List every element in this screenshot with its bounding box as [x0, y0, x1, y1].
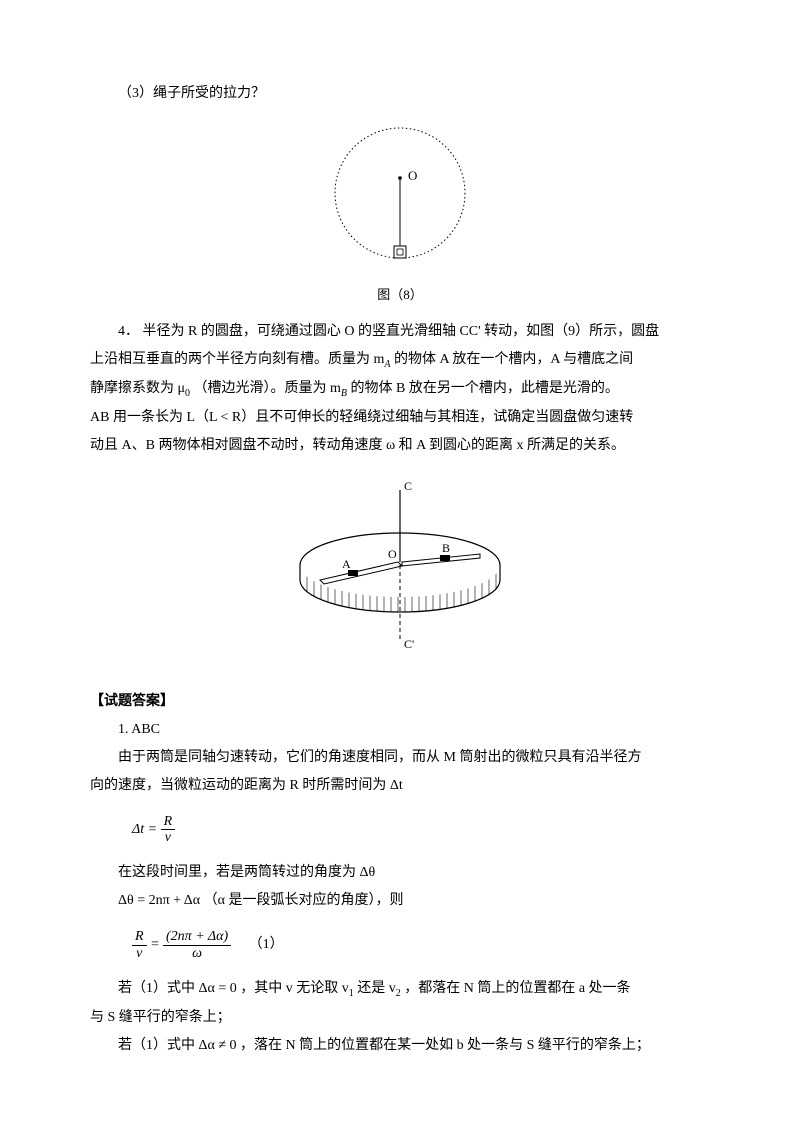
answers-head: 【试题答案】 — [90, 688, 710, 716]
a1-p3: Δθ = 2nπ + Δα （α 是一段弧长对应的角度），则 — [90, 887, 710, 915]
a1-p4: 若（1）式中 Δα = 0 ，其中 v 无论取 v1 还是 v2 ，都落在 N … — [90, 975, 710, 1004]
label-A9: A — [342, 557, 351, 571]
q4-l3a: 静摩擦系数为 μ — [90, 381, 185, 396]
figure-8: O 图（8） — [90, 118, 710, 308]
eq2-rden: ω — [163, 945, 231, 961]
label-C: C — [404, 479, 412, 493]
eq2-lnum: R — [132, 929, 147, 944]
q4-l3: 静摩擦系数为 μ0 （槽边光滑）。质量为 mB 的物体 B 放在另一个槽内，此槽… — [90, 375, 710, 404]
a1-p2: 在这段时间里，若是两筒转过的角度为 Δθ — [90, 859, 710, 887]
a1-eq1: Δt = R v — [132, 814, 710, 846]
q4-l4: AB 用一条长为 L（L < R）且不可伸长的轻绳绕过细轴与其相连，试确定当圆盘… — [90, 404, 710, 432]
a1-p1b: 向的速度，当微粒运动的距离为 R 时所需时间为 Δt — [90, 772, 710, 800]
a1-eq2: R v = (2nπ + Δα) ω （1） — [132, 929, 710, 961]
eq1-lhs: Δt = — [132, 822, 157, 837]
label-Cp: C' — [404, 637, 414, 651]
sub-mu0: 0 — [185, 388, 190, 399]
a1-p4c: ，都落在 N 筒上的位置都在 a 处一条 — [401, 981, 631, 996]
label-B9: B — [442, 541, 450, 555]
q4-l3b: （槽边光滑）。质量为 m — [194, 381, 341, 396]
question-4: 4． 半径为 R 的圆盘，可绕通过圆心 O 的竖直光滑细轴 CC' 转动，如图（… — [90, 318, 710, 346]
q4-l2a: 上沿相互垂直的两个半径方向刻有槽。质量为 m — [90, 352, 384, 367]
a1-p4a: 若（1）式中 Δα = 0 ，其中 v 无论取 v — [118, 981, 349, 996]
q4-l2: 上沿相互垂直的两个半径方向刻有槽。质量为 mA 的物体 A 放在一个槽内，A 与… — [90, 346, 710, 375]
q4-num: 4． — [118, 324, 139, 339]
q4-l5: 动且 A、B 两物体相对圆盘不动时，转动角速度 ω 和 A 到圆心的距离 x 所… — [90, 432, 710, 460]
a1-p4b: 还是 v — [354, 981, 396, 996]
eq1-num: R — [161, 814, 176, 829]
q4-l1: 半径为 R 的圆盘，可绕通过圆心 O 的竖直光滑细轴 CC' 转动，如图（9）所… — [143, 324, 660, 339]
eq2-tag: （1） — [249, 937, 284, 952]
figure-8-label: 图（8） — [90, 282, 710, 308]
eq2-rnum: (2nπ + Δα) — [163, 929, 231, 944]
label-o: O — [408, 168, 417, 183]
eq1-den: v — [161, 829, 176, 845]
figure-9: O A B C C' — [90, 470, 710, 660]
question-3: （3）绳子所受的拉力？ — [90, 80, 710, 108]
q4-l2b: 的物体 A 放在一个槽内，A 与槽底之间 — [391, 352, 634, 367]
a1-p5: 与 S 缝平行的窄条上； — [90, 1004, 710, 1032]
a1-p6: 若（1）式中 Δα ≠ 0 ，落在 N 筒上的位置都在某一处如 b 处一条与 S… — [90, 1032, 710, 1060]
a1-p1a: 由于两筒是同轴匀速转动，它们的角速度相同，而从 M 筒射出的微粒只具有沿半径方 — [90, 744, 710, 772]
q4-l3c: 的物体 B 放在另一个槽内，此槽是光滑的。 — [347, 381, 619, 396]
a1-num: 1. ABC — [90, 716, 710, 744]
label-O9: O — [388, 547, 397, 561]
eq2-lden: v — [132, 945, 147, 961]
